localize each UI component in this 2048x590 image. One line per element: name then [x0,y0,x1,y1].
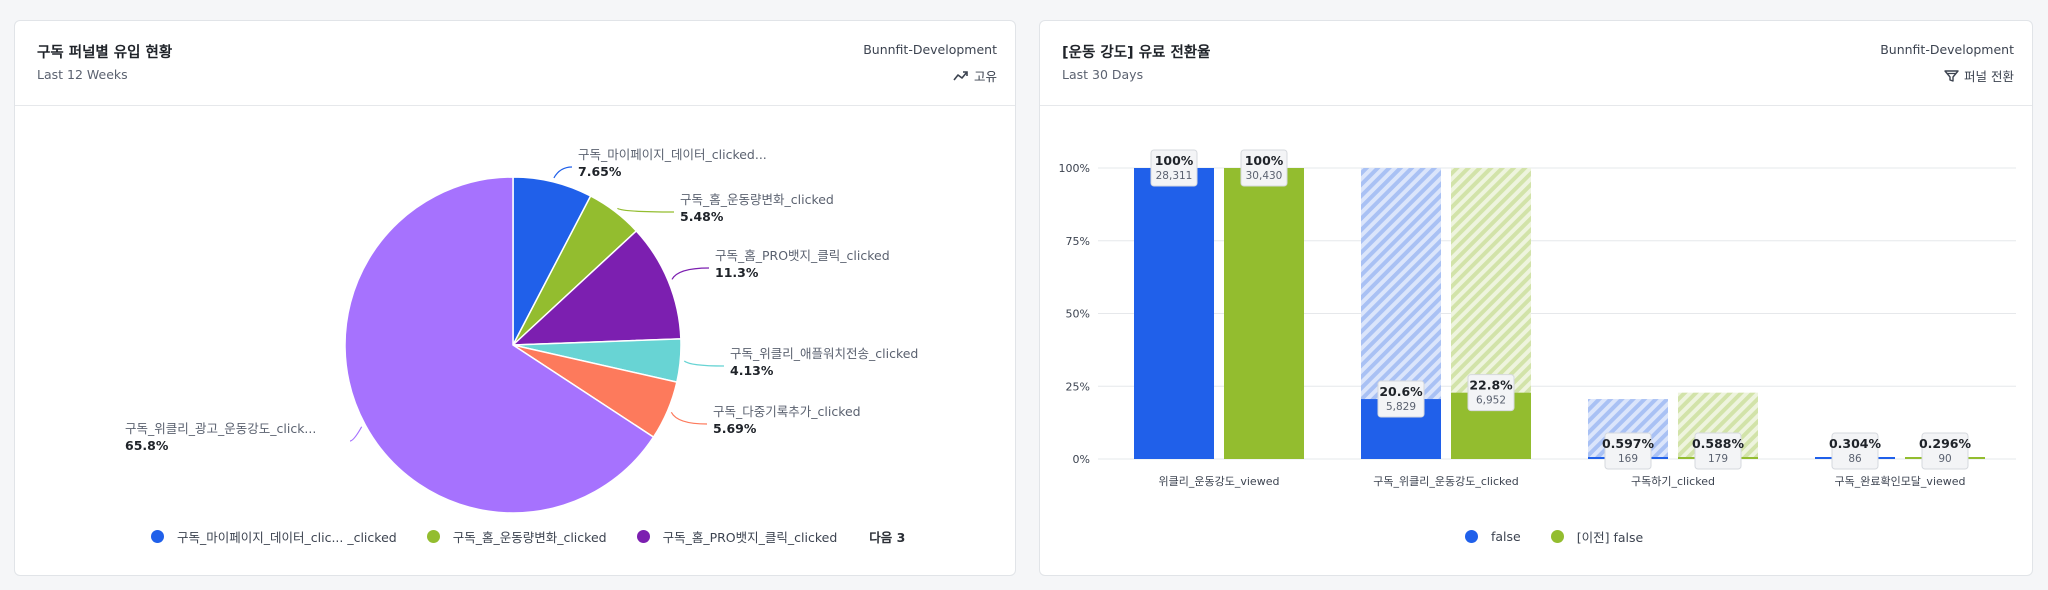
metric-type[interactable]: 퍼널 전환 [1944,66,2014,85]
bar-value-box [1150,149,1198,187]
legend-item[interactable]: 구독_홈_PRO뱃지_클릭_clicked [636,527,838,546]
left-chart-card: 구독 퍼널별 유입 현황 Last 12 Weeks Bunnfit-Devel… [14,20,1016,576]
x-category-label: 구독_위클리_운동강도_clicked [1373,475,1519,488]
pie-slice[interactable] [344,176,655,514]
pie-slice-label: 구독_홈_PRO뱃지_클릭_clicked [715,248,890,263]
y-tick-label: 25% [1066,380,1090,393]
legend-label: 구독_마이페이지_데이터_clic... _clicked [177,530,397,545]
project-name: Bunnfit-Development [863,42,997,57]
bar-value-count: 28,311 [1156,170,1193,182]
y-tick-label: 50% [1066,308,1090,321]
metric-type[interactable]: 고유 [953,66,997,85]
pie-leader-line [617,207,675,213]
trend-line-icon [953,70,968,80]
funnel-bar[interactable] [1224,168,1304,459]
chart-title[interactable]: [운동 강도] 유료 전환율 [1062,45,1211,61]
pie-slice-value: 65.8% [125,438,169,453]
bar-value-percent: 100% [1245,153,1284,168]
bar-value-count: 86 [1848,453,1862,465]
legend-dot-purple [636,530,650,543]
pie-leader-line [670,411,708,425]
bar-value-percent: 0.588% [1692,436,1745,451]
bar-value-box [1604,432,1652,470]
project-name: Bunnfit-Development [1880,42,2014,57]
pie-leader-line [349,426,363,442]
chart-title[interactable]: 구독 퍼널별 유입 현황 [37,45,173,61]
bar-value-percent: 22.8% [1469,378,1513,393]
pie-slice-label: 구독_마이페이지_데이터_clicked... [578,147,767,162]
legend-item[interactable]: [이전] false [1550,527,1644,546]
y-tick-label: 100% [1059,162,1090,175]
legend-dot-blue [151,530,164,543]
bar-value-count: 6,952 [1476,395,1506,407]
bar-value-box [1831,432,1879,470]
funnel-bar-chart: 0% 25% 50% 75% 100% 100% 28,311 100% 30,430 위클리_운… [1059,149,2016,488]
funnel-dropoff-bar[interactable] [1361,168,1441,400]
x-category-label: 위클리_운동강도_viewed [1159,475,1280,488]
bar-value-box [1694,432,1742,470]
bar-value-count: 179 [1708,453,1728,465]
bar-value-percent: 0.597% [1602,436,1655,451]
bar-value-percent: 100% [1155,153,1194,168]
metric-label: 퍼널 전환 [1964,69,2014,84]
bar-value-count: 5,829 [1386,401,1416,413]
pie-slice-value: 11.3% [715,265,759,280]
legend-dot-blue [1465,530,1478,543]
pie-leader-line [683,360,725,367]
pie-slice-value: 5.69% [713,421,757,436]
pie-slice-label: 구독_위클리_광고_운동강도_click... [125,421,316,436]
card-header: [운동 강도] 유료 전환율 Last 30 Days Bunnfit-Deve… [1040,21,2032,106]
date-range-label: Last 12 Weeks [37,67,128,82]
pie-leader-line [671,267,710,280]
bar-value-box [1240,149,1288,187]
right-chart-card: [운동 강도] 유료 전환율 Last 30 Days Bunnfit-Deve… [1039,20,2033,576]
legend-item[interactable]: 구독_마이페이지_데이터_clic... _clicked [151,527,397,546]
pie-slice-value: 7.65% [578,164,622,179]
bar-value-box [1921,432,1969,470]
legend-item[interactable]: false [1465,529,1521,544]
bar-value-percent: 0.304% [1829,436,1882,451]
legend-label: [이전] false [1576,530,1644,545]
pie-slice-value: 5.48% [680,209,724,224]
bar-value-percent: 0.296% [1919,436,1972,451]
pie-slice-label: 구독_위클리_애플워치전송_clicked [730,346,918,361]
legend-label: 구독_홈_운동량변화_clicked [452,530,607,545]
funnel-bar[interactable] [1134,168,1214,459]
funnel-dropoff-bar[interactable] [1451,168,1531,393]
chart-legend: 구독_마이페이지_데이터_clic... _clicked 구독_홈_운동량변화… [151,527,905,546]
y-tick-label: 0% [1073,453,1090,466]
x-category-label: 구독_완료확인모달_viewed [1834,475,1965,488]
metric-label: 고유 [973,69,997,84]
bar-value-count: 90 [1938,453,1951,465]
bar-value-box [1377,380,1425,418]
legend-label: false [1491,529,1521,544]
legend-item[interactable]: 구독_홈_운동량변화_clicked [426,527,607,546]
pie-slice-label: 구독_다중기록추가_clicked [713,404,861,419]
bar-value-percent: 20.6% [1379,384,1423,399]
pie-slice[interactable] [511,229,682,346]
legend-dot-green [426,530,440,543]
funnel-icon [1944,69,1959,82]
card-header: 구독 퍼널별 유입 현황 Last 12 Weeks Bunnfit-Devel… [15,21,1015,106]
legend-label: 구독_홈_PRO뱃지_클릭_clicked [662,530,838,545]
bar-value-count: 30,430 [1246,170,1283,182]
legend-dot-green [1550,530,1564,543]
pie-leader-line [553,166,573,179]
x-category-label: 구독하기_clicked [1631,474,1715,488]
pie-slice-label: 구독_홈_운동량변화_clicked [680,192,834,207]
pie-slice-value: 4.13% [730,363,774,378]
pie-chart: 구독_마이페이지_데이터_clicked... 7.65% 구독_홈_운동량변화_c… [125,147,918,514]
legend-more-button[interactable]: 다음 3 [869,530,906,545]
bar-value-count: 169 [1618,453,1638,465]
chart-legend: false [이전] false [1465,527,1673,546]
bar-value-box [1467,374,1515,412]
date-range-label: Last 30 Days [1062,67,1144,82]
y-tick-label: 75% [1066,235,1090,248]
